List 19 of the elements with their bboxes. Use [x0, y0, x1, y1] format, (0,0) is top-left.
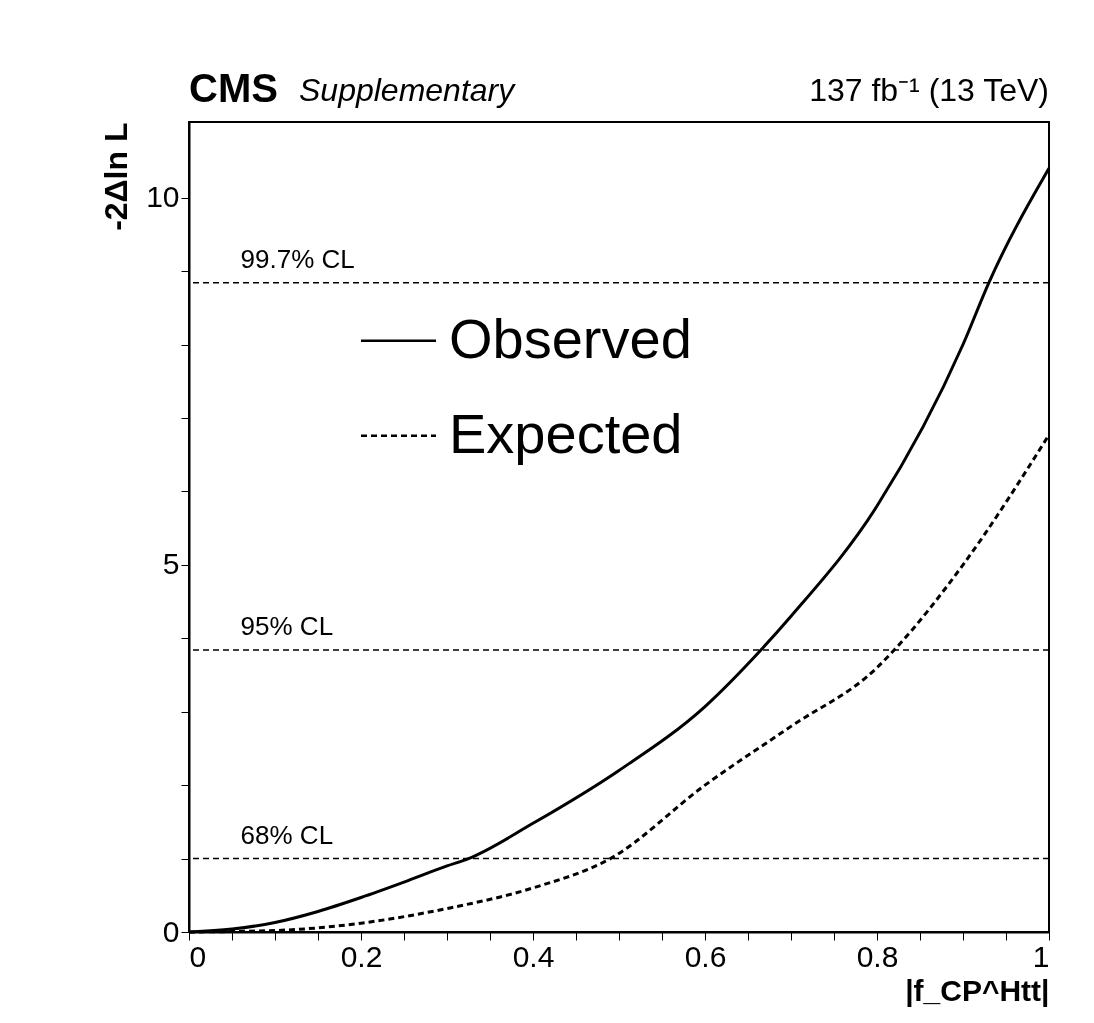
ref-line-label: 68% CL — [240, 819, 334, 850]
x-tick-label: 0.6 — [684, 939, 727, 973]
y-axis-title: -2Δln L — [98, 122, 135, 231]
text: 137 fb⁻¹ (13 TeV) — [809, 72, 1049, 108]
x-tick-label: 0.4 — [512, 939, 555, 973]
legend-label: Expected — [449, 401, 683, 465]
x-tick-label: 0.2 — [340, 939, 383, 973]
x-axis-title: |f_CP^Htt| — [905, 973, 1050, 1007]
x-tick-label: 1 — [1032, 939, 1050, 973]
y-tick-label: 10 — [146, 180, 180, 214]
chart-title: CMS — [189, 66, 278, 110]
y-tick-label: 5 — [162, 547, 180, 581]
legend-label: Observed — [449, 306, 692, 370]
x-tick-label: 0 — [189, 939, 207, 973]
x-tick-label: 0.8 — [856, 939, 899, 973]
chart-subtitle: Supplementary — [299, 72, 517, 108]
ref-line-label: 99.7% CL — [240, 243, 355, 274]
y-tick-label: 0 — [162, 914, 180, 948]
ref-line-label: 95% CL — [240, 611, 334, 642]
